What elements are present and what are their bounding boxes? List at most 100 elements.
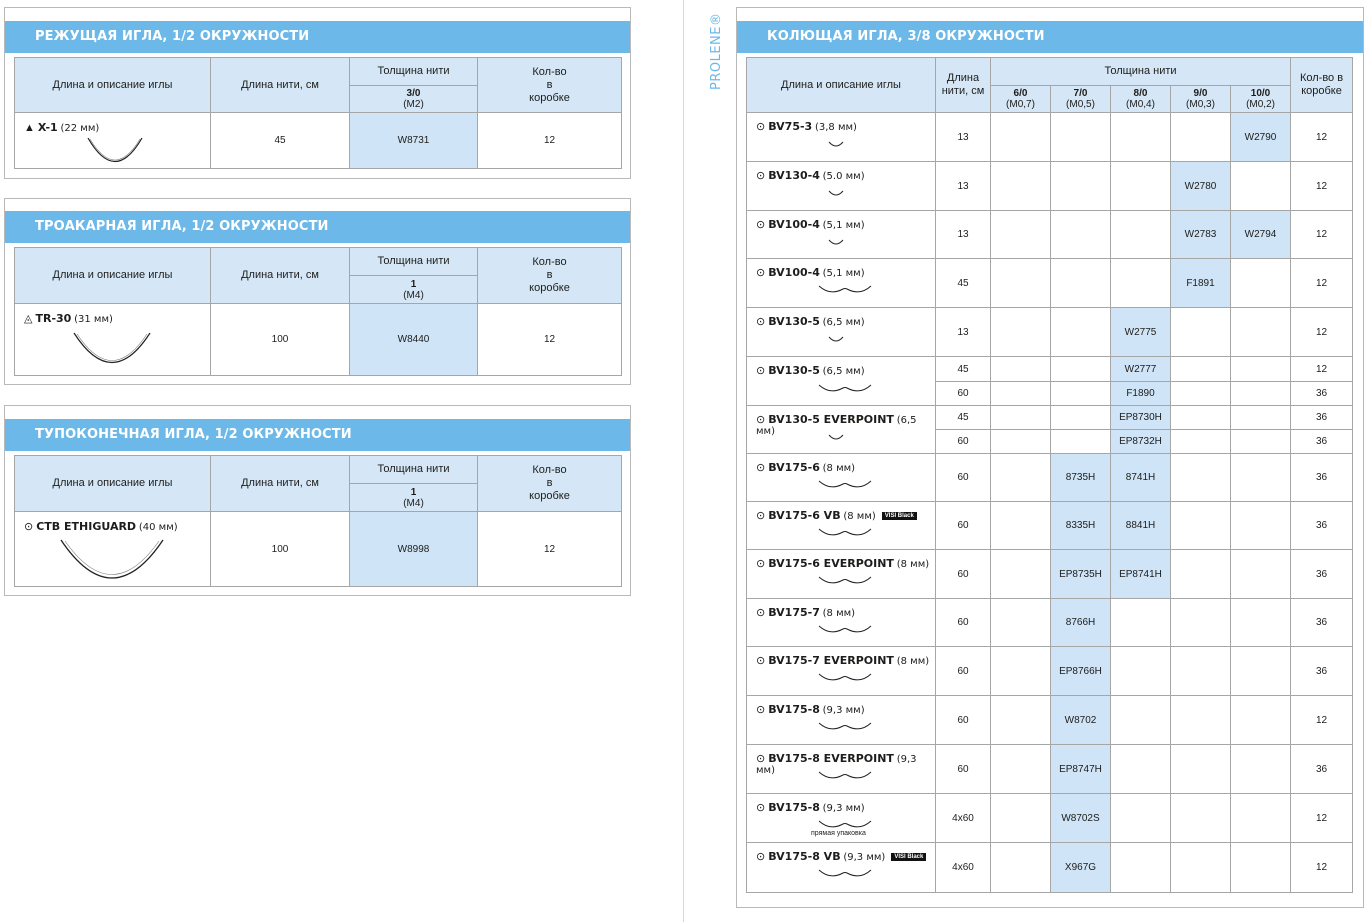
needle-description: ⊙ BV130-5 EVERPOINT (6,5 мм) <box>746 405 936 454</box>
double-needle-icon <box>818 722 872 730</box>
box-quantity: 36 <box>1290 429 1354 454</box>
double-needle-icon <box>818 285 872 293</box>
table-row: 60 F1890 36 <box>747 381 1354 406</box>
product-code <box>1170 405 1231 430</box>
blunt-point-icon: ⊙ <box>756 462 766 474</box>
blunt-point-icon: ⊙ <box>756 655 766 667</box>
product-code <box>990 210 1051 259</box>
header-qty: Кол-во в коробке <box>477 247 622 304</box>
product-code: W8731 <box>349 112 478 169</box>
product-code <box>1110 842 1171 893</box>
double-needle-icon <box>818 384 872 392</box>
product-code: EP8735H <box>1050 549 1111 599</box>
product-code <box>990 381 1051 406</box>
product-code <box>1110 258 1171 308</box>
header-thickness: Толщина нити <box>349 247 478 276</box>
table-row: ⊙ BV100-4 (5,1 мм) 45 F1891 12 <box>746 258 1354 308</box>
header-size-1: 7/0 (M0,5) <box>1050 85 1111 113</box>
thread-length: 60 <box>935 744 991 794</box>
product-code: W2790 <box>1229 112 1292 162</box>
product-code <box>1170 501 1231 550</box>
product-code <box>1229 549 1292 599</box>
table-row: ⊙ BV75-3 (3,8 мм) 13 W2790 12 <box>746 112 1354 162</box>
product-code <box>1170 356 1231 382</box>
box-quantity: 12 <box>1290 161 1354 211</box>
table-row: ⊙ BV175-8 EVERPOINT (9,3 мм) 60 EP8747H 36 <box>746 744 1354 794</box>
needle-description: ⊙ BV175-8 (9,3 мм) прямая упаковка <box>746 793 936 843</box>
thread-length: 60 <box>935 646 991 696</box>
product-code <box>1229 429 1292 454</box>
product-code <box>990 598 1051 647</box>
table-row: ⊙ BV130-5 EVERPOINT (6,5 мм) 45 EP8730H 36 <box>746 405 1354 454</box>
product-code <box>1170 112 1231 162</box>
table-row: ⊙ BV175-7 EVERPOINT (8 мм) 60 EP8766H 36 <box>746 646 1354 696</box>
box-quantity: 36 <box>1290 501 1354 550</box>
product-code <box>990 429 1051 454</box>
product-code: F1890 <box>1110 381 1171 406</box>
needle-description: ⊙ BV175-8 VB (9,3 мм) VISI Black <box>746 842 936 893</box>
product-code <box>1229 161 1292 211</box>
product-code <box>1110 793 1171 843</box>
product-code <box>990 405 1051 430</box>
header-length: Длина нити, см <box>210 247 350 304</box>
section-cutting-needle: РЕЖУЩАЯ ИГЛА, 1/2 ОКРУЖНОСТИ Длина и опи… <box>4 7 631 179</box>
needle-description: ⊙ BV175-6 VB (8 мм) VISI Black <box>746 501 936 550</box>
product-code <box>1170 695 1231 745</box>
blunt-point-icon: ⊙ <box>756 267 766 279</box>
box-quantity: 12 <box>1290 793 1354 843</box>
header-size: 1 (M4) <box>349 275 478 304</box>
double-needle-icon <box>818 480 872 488</box>
product-code <box>1050 161 1111 211</box>
blunt-point-icon: ⊙ <box>756 753 766 765</box>
page-divider <box>683 0 684 922</box>
header-thickness: Толщина нити <box>989 57 1292 86</box>
single-needle-icon <box>828 141 844 147</box>
product-code <box>1229 258 1292 308</box>
product-code <box>1050 429 1111 454</box>
table-row: ⊙ BV175-6 EVERPOINT (8 мм) 60 EP8735H EP8741… <box>746 549 1354 599</box>
product-code <box>1170 646 1231 696</box>
header-size-2: 8/0 (M0,4) <box>1110 85 1171 113</box>
box-quantity: 36 <box>1290 453 1354 502</box>
product-code: W2794 <box>1229 210 1292 259</box>
header-length: Длина нити, см <box>210 57 350 113</box>
product-code: W2775 <box>1110 307 1171 357</box>
thread-length: 100 <box>210 303 350 376</box>
box-quantity: 12 <box>477 303 622 376</box>
trocar-needle-table: Длина и описание иглы Длина нити, см Тол… <box>14 247 622 376</box>
thread-length: 60 <box>935 501 991 550</box>
box-quantity: 36 <box>1290 598 1354 647</box>
blunt-point-icon: ⊙ <box>756 851 766 863</box>
product-code <box>1229 501 1292 550</box>
table-row: ⊙ BV100-4 (5,1 мм) 13 W2783 W2794 12 <box>746 210 1354 259</box>
blunt-point-icon: ⊙ <box>756 365 766 377</box>
needle-description: ⊙ BV100-4 (5,1 мм) <box>746 258 936 308</box>
product-code <box>1170 381 1231 406</box>
half-circle-needle-icon <box>60 539 164 579</box>
product-code <box>1229 744 1292 794</box>
product-code <box>990 793 1051 843</box>
half-circle-needle-icon <box>73 332 151 363</box>
thread-length: 13 <box>935 307 991 357</box>
product-code: W2783 <box>1170 210 1231 259</box>
product-code: W2780 <box>1170 161 1231 211</box>
thread-length: 13 <box>935 112 991 162</box>
product-code <box>1229 598 1292 647</box>
needle-description: ⊙ BV175-8 EVERPOINT (9,3 мм) <box>746 744 936 794</box>
product-code: W8702 <box>1050 695 1111 745</box>
header-thickness: Толщина нити <box>349 455 478 484</box>
visi-black-badge: VISI Black <box>891 853 927 861</box>
product-code: EP8730H <box>1110 405 1171 430</box>
brand-vertical-label: PROLENE® <box>709 12 724 91</box>
single-needle-icon <box>828 434 844 440</box>
thread-length: 60 <box>935 429 991 454</box>
double-needle-icon <box>818 528 872 536</box>
double-needle-icon <box>818 673 872 681</box>
needle-description: ⊙ BV175-6 (8 мм) <box>746 453 936 502</box>
product-code: W2777 <box>1110 356 1171 382</box>
box-quantity: 12 <box>1290 112 1354 162</box>
product-code <box>1170 744 1231 794</box>
product-code <box>1170 842 1231 893</box>
section-title: КОЛЮЩАЯ ИГЛА, 3/8 ОКРУЖНОСТИ <box>737 21 1363 53</box>
taper-needle-table: Длина и описание иглы Длина нити, см Тол… <box>746 57 1354 893</box>
